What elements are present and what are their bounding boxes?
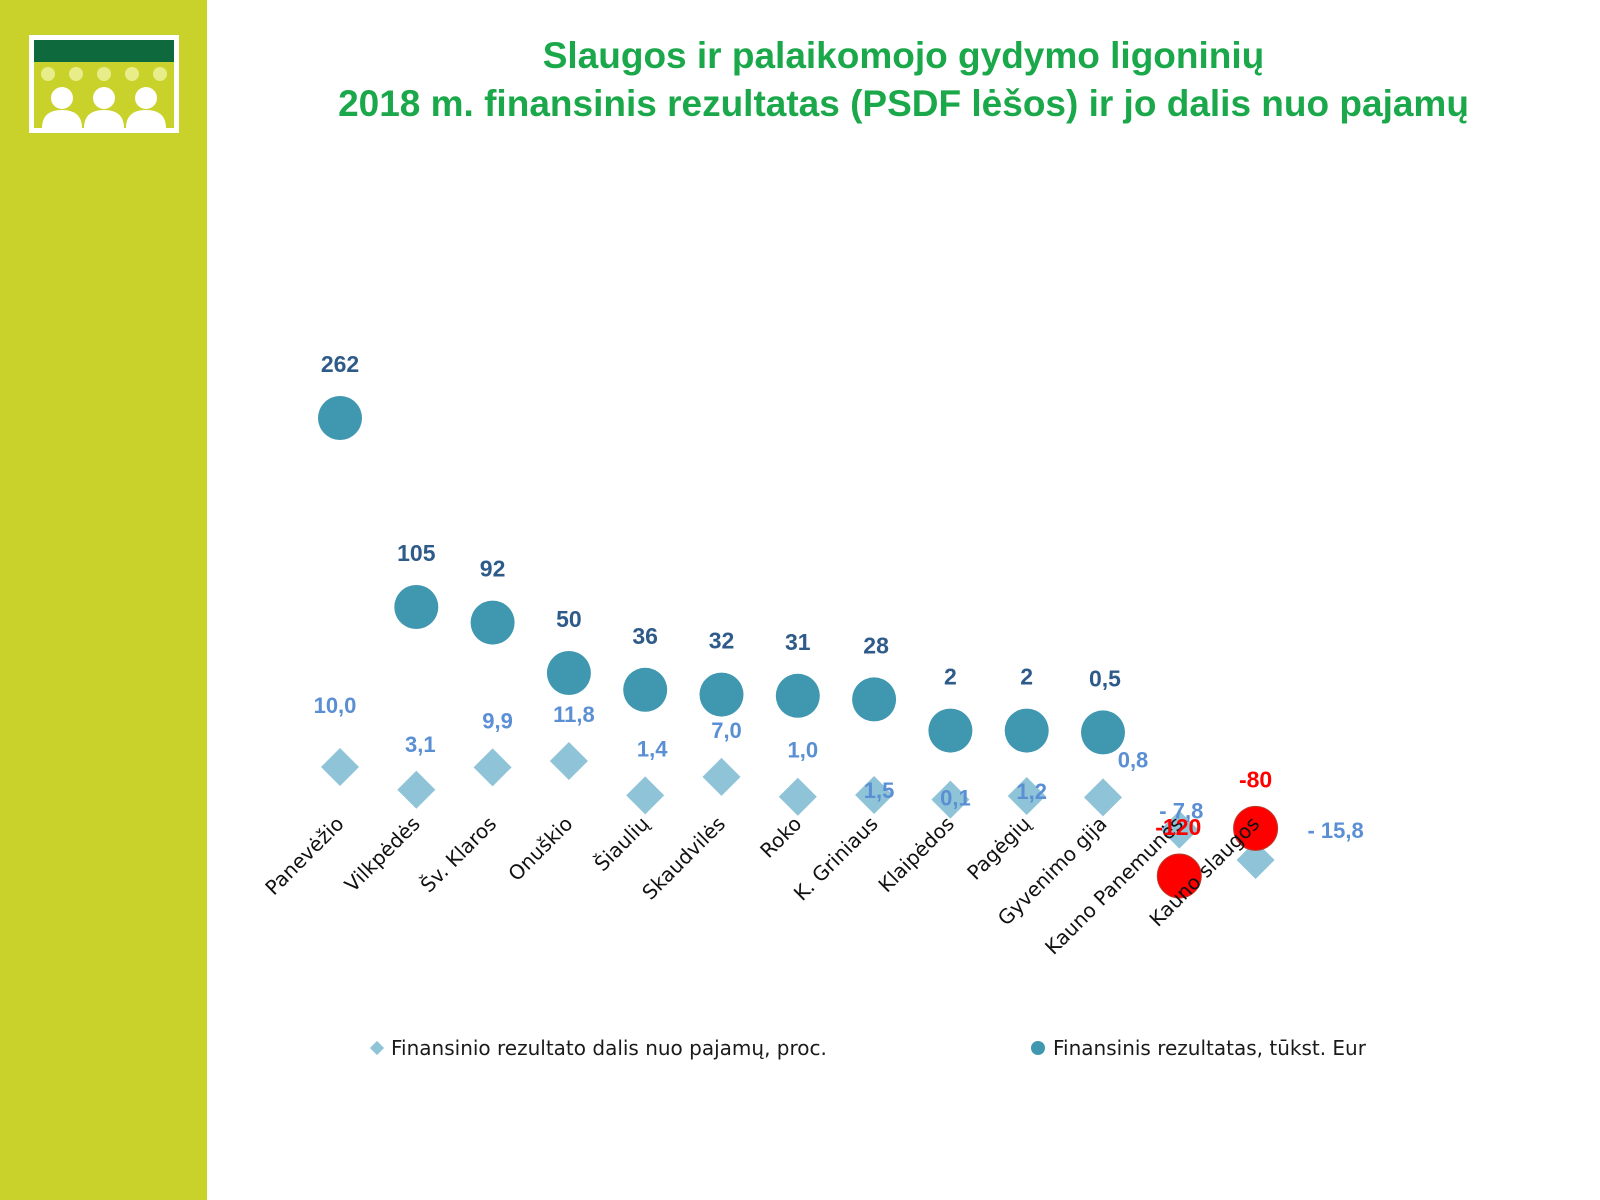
circle-marker	[546, 651, 591, 695]
category-label: Panevėžio	[260, 812, 348, 900]
result-data-label: 36	[632, 623, 658, 649]
share-data-label: 0,1	[940, 786, 971, 811]
share-data-label: 11,8	[553, 702, 595, 727]
category-label: Klaipėdos	[873, 812, 958, 897]
legend-label-share: Finansinio rezultato dalis nuo pajamų, p…	[391, 1036, 827, 1060]
diamond-marker	[855, 776, 894, 815]
circle-marker	[623, 667, 668, 712]
result-data-label: 2	[1020, 664, 1033, 690]
legend-circle-icon	[1031, 1041, 1045, 1055]
result-data-label: 262	[321, 351, 359, 377]
share-data-label: - 7,8	[1159, 799, 1203, 824]
share-data-label: 0,8	[1118, 747, 1149, 772]
result-data-label: 32	[709, 628, 735, 654]
category-label: Šiaulių	[589, 811, 654, 876]
share-data-label: - 15,8	[1307, 818, 1363, 843]
circle-marker	[1081, 710, 1125, 755]
chart-title-line-2: 2018 m. finansinis rezultatas (PSDF lėšo…	[338, 83, 1469, 124]
category-label: Skaudvilės	[637, 812, 730, 905]
category-label: Vilkpėdės	[340, 812, 425, 897]
result-data-label: 28	[863, 632, 889, 658]
diamond-marker	[1236, 841, 1275, 880]
diamond-marker	[397, 770, 436, 809]
circle-marker	[394, 585, 439, 629]
diamond-marker	[549, 742, 588, 781]
result-data-label: 92	[480, 556, 506, 582]
diamond-marker	[778, 777, 817, 816]
sidebar-band	[0, 0, 207, 1200]
share-data-label: 1,2	[1016, 779, 1047, 804]
circle-marker	[928, 708, 973, 753]
legend: Finansinio rezultato dalis nuo pajamų, p…	[0, 1036, 1600, 1066]
share-data-label: 1,0	[788, 738, 819, 763]
result-data-label: -120	[1155, 814, 1201, 840]
circle-marker	[318, 396, 362, 440]
circle-marker	[775, 673, 820, 718]
diamond-marker	[1007, 777, 1046, 816]
share-data-label: 1,4	[637, 736, 668, 761]
legend-diamond-icon	[369, 1040, 385, 1056]
share-data-label: 3,1	[405, 732, 436, 757]
chart-title: Slaugos ir palaikomojo gydymo ligoninių …	[207, 32, 1600, 128]
circle-marker	[699, 672, 744, 717]
diamond-marker	[473, 748, 512, 787]
legend-label-result: Finansinis rezultatas, tūkst. Eur	[1053, 1036, 1366, 1060]
people-logo-icon	[34, 40, 174, 128]
diamond-marker	[702, 757, 741, 796]
category-label: Roko	[755, 812, 806, 863]
legend-item-share: Finansinio rezultato dalis nuo pajamų, p…	[369, 1036, 827, 1060]
category-label: Šv. Klaros	[416, 812, 502, 898]
result-data-label: 0,5	[1089, 665, 1121, 691]
negative-circle-marker	[1233, 805, 1279, 851]
category-label: Pagėgių	[962, 811, 1035, 884]
category-label: Onuškio	[503, 812, 577, 886]
result-data-label: 50	[556, 606, 582, 632]
legend-item-result: Finansinis rezultatas, tūkst. Eur	[1031, 1036, 1366, 1060]
diamond-marker	[1084, 778, 1122, 817]
diamond-marker	[1160, 810, 1199, 849]
share-data-label: 10,0	[314, 693, 357, 718]
diamond-marker	[321, 748, 359, 786]
circle-marker	[852, 677, 897, 722]
logo	[29, 35, 179, 133]
share-data-label: 1,5	[864, 778, 895, 803]
diamond-marker	[626, 776, 665, 815]
circle-marker	[1004, 708, 1049, 753]
result-data-label: 2	[944, 664, 957, 690]
result-data-label: 31	[785, 629, 811, 655]
negative-circle-marker	[1156, 853, 1202, 899]
circle-marker	[470, 600, 515, 645]
chart-title-line-1: Slaugos ir palaikomojo gydymo ligoninių	[542, 35, 1265, 76]
result-data-label: -80	[1239, 766, 1272, 792]
share-data-label: 7,0	[711, 718, 742, 743]
share-data-label: 9,9	[482, 708, 513, 733]
result-data-label: 105	[397, 540, 436, 566]
diamond-marker	[931, 780, 970, 819]
